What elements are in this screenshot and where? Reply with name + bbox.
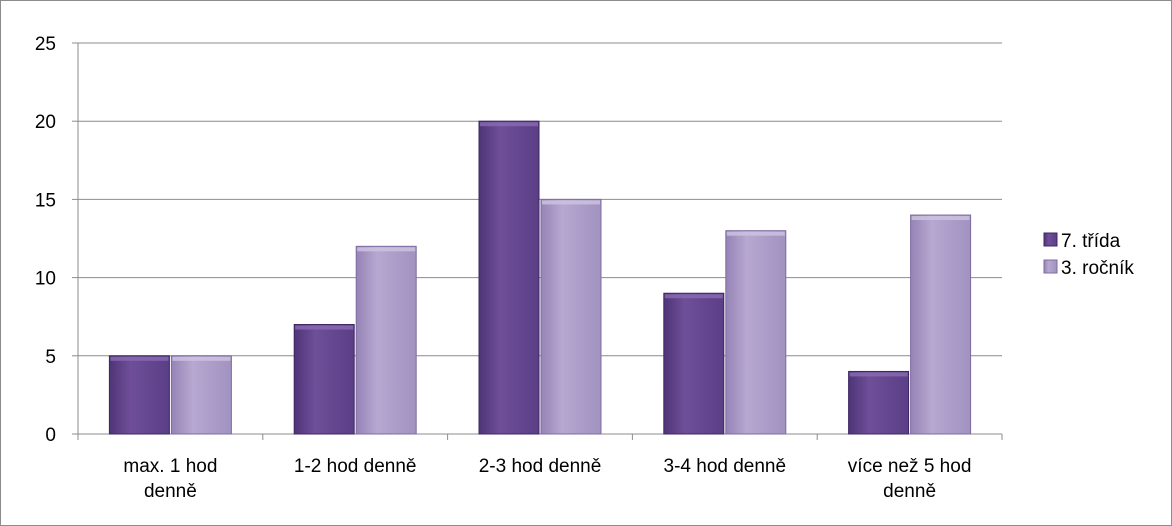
- x-category-label: denně: [883, 481, 936, 502]
- x-category-label: denně: [144, 481, 197, 502]
- bar-highlight: [542, 200, 600, 205]
- y-tick-label: 10: [35, 269, 56, 290]
- bar-series1: [108, 355, 170, 435]
- bar-highlight: [295, 325, 354, 330]
- bar-series1: [293, 324, 355, 435]
- gridlines: [78, 42, 1002, 357]
- x-category-label: 1-2 hod denně: [294, 456, 417, 477]
- legend: 7. třída 3. ročník: [1043, 231, 1134, 279]
- bar-series2: [355, 245, 417, 435]
- bar-series2: [540, 198, 602, 435]
- bar-series1: [663, 292, 725, 435]
- bar-highlight: [911, 216, 970, 221]
- x-category-label: více než 5 hod: [848, 456, 972, 477]
- bar-highlight: [357, 247, 416, 252]
- bar-series1: [478, 120, 540, 435]
- bar-highlight: [726, 231, 785, 236]
- x-category-label: 3-4 hod denně: [664, 456, 787, 477]
- y-tick-label: 15: [35, 190, 56, 211]
- bar-highlight: [664, 294, 723, 299]
- y-tick-label: 0: [45, 425, 56, 446]
- legend-swatch: [1043, 232, 1058, 247]
- y-tick-label: 5: [45, 347, 56, 368]
- legend-swatch: [1043, 259, 1058, 274]
- bar-series2: [725, 230, 787, 435]
- bar-highlight: [110, 356, 169, 361]
- bar-highlight: [172, 356, 231, 361]
- bar-series2: [910, 214, 972, 435]
- bar-series1: [848, 370, 910, 435]
- y-tick-label: 20: [35, 112, 56, 133]
- x-category-label: 2-3 hod denně: [479, 456, 602, 477]
- axes: [72, 42, 1003, 440]
- bar-highlight: [480, 122, 538, 127]
- bars: [108, 120, 972, 435]
- legend-label: 7. třída: [1061, 231, 1121, 252]
- bar-series2: [170, 355, 232, 435]
- legend-label: 3. ročník: [1061, 258, 1134, 279]
- axis-labels: 0 5 10 15 20 25 max. 1 hod denně 1-2 hod denně 2-…: [35, 34, 972, 502]
- y-tick-label: 25: [35, 34, 56, 55]
- x-category-label: max. 1 hod: [123, 456, 217, 477]
- bar-highlight: [849, 372, 908, 377]
